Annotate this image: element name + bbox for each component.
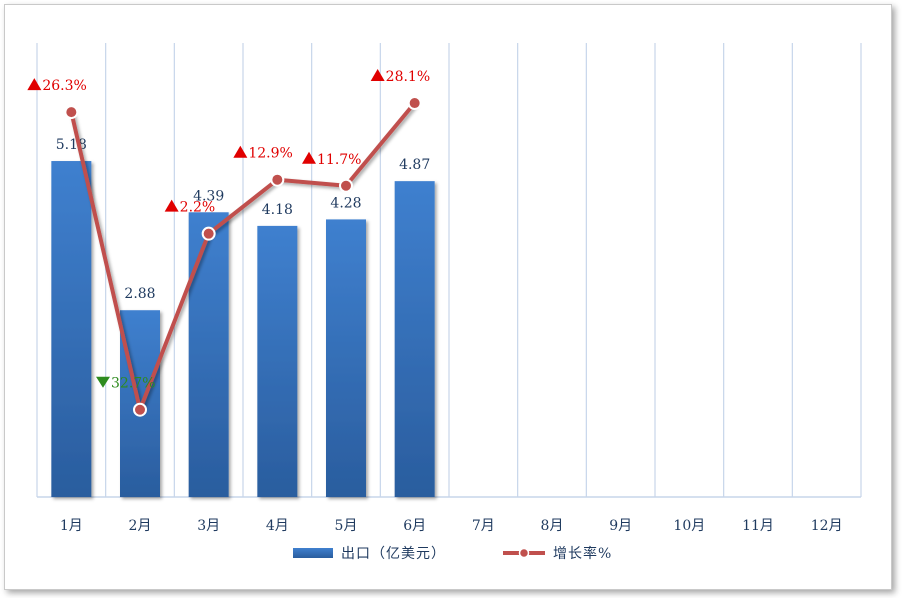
growth-rate-label: 32.7%: [111, 376, 155, 392]
x-tick-label: 12月: [811, 518, 843, 534]
x-tick-label: 5月: [335, 518, 358, 534]
bar: [394, 181, 435, 497]
x-tick-label: 4月: [266, 518, 289, 534]
x-tick-label: 2月: [129, 518, 152, 534]
up-triangle-icon: [302, 151, 316, 164]
x-tick-label: 7月: [472, 518, 495, 534]
growth-label: 11.7%: [302, 151, 361, 168]
x-tick-label: 11月: [742, 518, 774, 534]
line-point: [64, 105, 79, 120]
up-triangle-icon: [27, 78, 42, 91]
x-tick-label: 6月: [403, 518, 426, 534]
line-point: [270, 172, 285, 187]
growth-rate-label: 2.2%: [180, 200, 216, 216]
x-tick-label: 1月: [60, 518, 83, 534]
growth-label: 12.9%: [233, 145, 293, 162]
growth-rate-label: 11.7%: [317, 152, 361, 168]
bar: [188, 212, 229, 497]
x-tick-label: 3月: [197, 518, 220, 534]
bar-value-label: 2.88: [124, 286, 155, 302]
x-tick-label: 10月: [673, 518, 705, 534]
bar-value-label: 4.39: [193, 188, 224, 204]
plot-area: 1月 2月 3月 4月 5月 6月 7月 8月 9月 10月 11月 12月5.182.884.394…: [27, 43, 862, 534]
line-point: [201, 226, 216, 241]
bar: [257, 225, 298, 497]
x-tick-label: 8月: [541, 518, 564, 534]
up-triangle-icon: [164, 199, 179, 212]
line-point: [133, 402, 147, 417]
growth-line: [69, 101, 417, 412]
bar: [326, 219, 366, 497]
growth-rate-label: 12.9%: [248, 146, 292, 162]
up-triangle-icon: [233, 145, 248, 158]
bar: [51, 161, 92, 498]
legend: 出口（亿美元） 增长率%: [293, 545, 612, 562]
legend-bar-label: 出口（亿美元）: [341, 546, 446, 562]
growth-label: 28.1%: [370, 69, 430, 85]
x-tick-label: 9月: [609, 518, 632, 534]
bar-value-label: 4.87: [399, 157, 430, 173]
chart-frame: 1月 2月 3月 4月 5月 6月 7月 8月 9月 10月 11月 12月 5.18 2.88 4.39 4…: [4, 4, 892, 590]
legend-line-marker: [518, 547, 530, 559]
growth-label: 2.2%: [164, 199, 216, 216]
growth-rate-label: 28.1%: [386, 69, 430, 85]
bar-value-label: 4.28: [330, 195, 361, 211]
legend-bar-swatch: [293, 548, 333, 558]
legend-line-label: 增长率%: [553, 545, 612, 562]
down-triangle-icon: [96, 376, 110, 388]
line-point: [339, 178, 353, 193]
growth-label: 26.3%: [27, 78, 87, 94]
line-point: [407, 96, 422, 111]
up-triangle-icon: [370, 69, 385, 82]
chart: 1月 2月 3月 4月 5月 6月 7月 8月 9月 10月 11月 12月5.182.884.394…: [27, 43, 862, 562]
bar-value-label: 4.18: [262, 202, 293, 218]
growth-rate-label: 26.3%: [42, 78, 86, 94]
growth-label: 32.7%: [96, 376, 155, 392]
